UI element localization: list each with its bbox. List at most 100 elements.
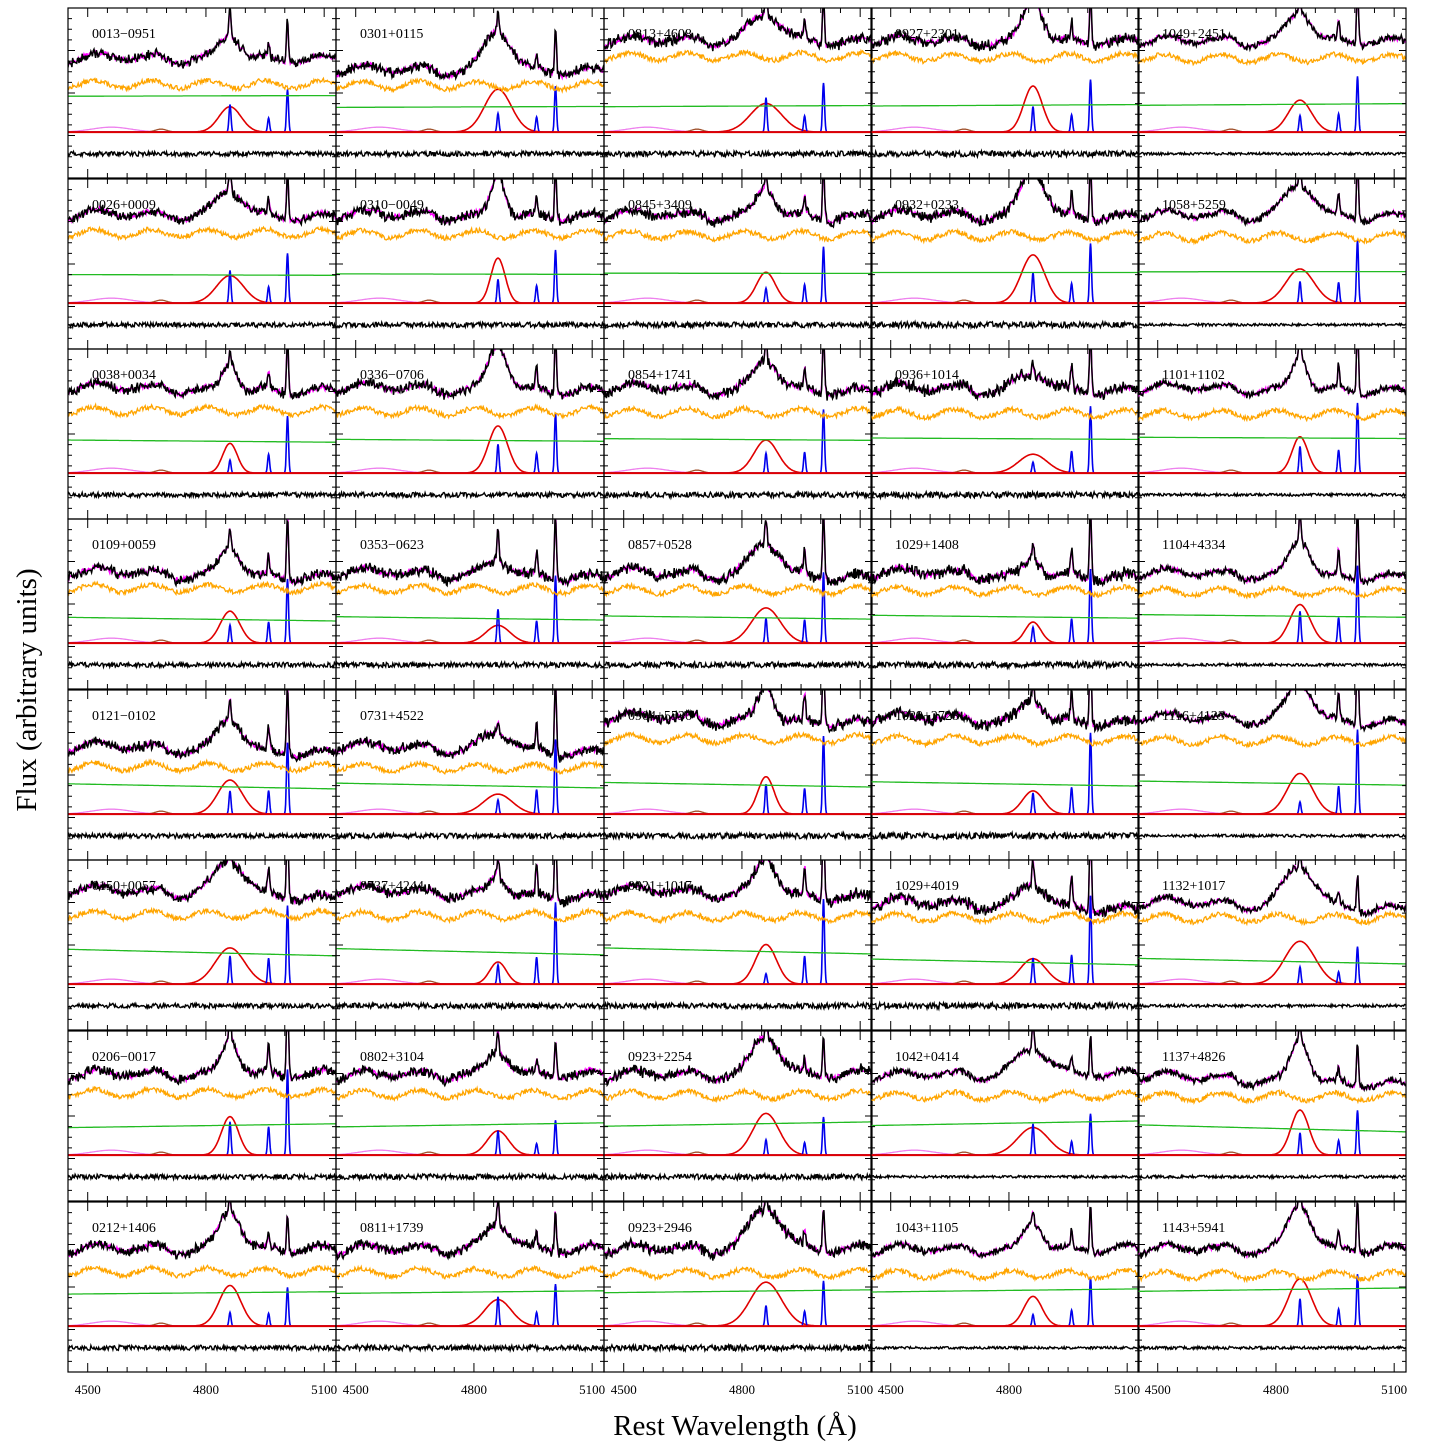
- residuals: [871, 1344, 1139, 1351]
- host-galaxy-component: [604, 1087, 872, 1104]
- broad-hbeta-component: [336, 88, 604, 133]
- broad-hbeta-component: [604, 1281, 872, 1327]
- observed-spectrum: [604, 179, 872, 229]
- panel-label: 0121−0102: [92, 709, 156, 724]
- spectrum-panel: 1137+4826: [1137, 1030, 1407, 1202]
- broad-hbeta-component: [1138, 1109, 1406, 1156]
- observed-spectrum: [1138, 860, 1406, 919]
- host-galaxy-component: [871, 909, 1139, 926]
- panel-label: 0811+1739: [360, 1221, 423, 1236]
- residuals: [871, 659, 1139, 671]
- observed-spectrum: [604, 8, 872, 52]
- power-law-component: [604, 1289, 872, 1294]
- residuals: [68, 489, 336, 500]
- spectrum-panel: 1043+1105: [870, 1201, 1140, 1373]
- residuals: [604, 830, 872, 842]
- broad-hbeta-component: [604, 776, 872, 815]
- spectrum-panel: 0310−0049: [335, 178, 605, 350]
- residuals: [871, 1173, 1139, 1181]
- power-law-component: [336, 782, 604, 789]
- narrow-lines-component: [604, 736, 872, 815]
- power-law-component: [68, 948, 336, 957]
- host-galaxy-component: [604, 1265, 872, 1282]
- x-axis-title: Rest Wavelength (Å): [613, 1410, 857, 1442]
- observed-spectrum: [336, 1202, 604, 1261]
- narrow-lines-component: [68, 742, 336, 815]
- host-galaxy-component: [336, 226, 604, 242]
- host-galaxy-component: [68, 76, 336, 93]
- total-model-fit: [68, 690, 336, 761]
- residuals: [604, 659, 872, 670]
- host-galaxy-component: [871, 731, 1139, 749]
- power-law-component: [604, 615, 872, 620]
- power-law-component: [604, 1121, 872, 1127]
- power-law-component: [604, 947, 872, 955]
- spectrum-panel: 0923+2946: [603, 1201, 873, 1373]
- broad-hbeta-component: [871, 621, 1139, 644]
- power-law-component: [1138, 957, 1406, 965]
- residuals: [68, 831, 336, 841]
- power-law-component: [336, 105, 604, 109]
- residuals: [1138, 661, 1406, 669]
- panel-label: 1042+0414: [895, 1050, 959, 1065]
- panel-label: 0845+3409: [628, 198, 692, 213]
- spectrum-panel: 0932+0233: [870, 178, 1140, 350]
- power-law-component: [336, 1290, 604, 1295]
- power-law-component: [1138, 102, 1406, 106]
- broad-hbeta-component: [604, 1112, 872, 1156]
- host-galaxy-component: [871, 583, 1139, 599]
- host-galaxy-component: [68, 1263, 336, 1280]
- x-tick-label: 4500: [75, 1382, 101, 1397]
- panel-label: 0813+4608: [628, 27, 692, 42]
- panel-label: 1049+2451: [1162, 27, 1226, 42]
- narrow-lines-component: [1138, 1274, 1406, 1327]
- residuals: [604, 1171, 872, 1183]
- residuals: [1138, 321, 1406, 329]
- residuals: [871, 829, 1139, 842]
- narrow-lines-component: [1138, 1110, 1406, 1156]
- spectrum-panel: 0121−0102: [67, 689, 337, 861]
- panel-label: 1058+5259: [1162, 198, 1226, 213]
- observed-spectrum: [604, 1202, 872, 1261]
- spectrum-panel: 1104+4334: [1137, 518, 1407, 690]
- residuals: [871, 489, 1139, 501]
- broad-hbeta-component: [336, 1130, 604, 1156]
- spectrum-panel: 0857+0528: [603, 518, 873, 690]
- x-tick-label: 5100: [1381, 1382, 1407, 1397]
- residuals: [336, 659, 604, 670]
- host-galaxy-component: [1138, 228, 1406, 246]
- observed-spectrum: [871, 860, 1139, 918]
- broad-hbeta-component: [68, 1115, 336, 1156]
- spectrum-panel: 0904+5536: [603, 689, 873, 861]
- observed-spectrum: [1138, 1031, 1406, 1093]
- broad-hbeta-component: [336, 1298, 604, 1327]
- power-law-component: [68, 94, 336, 97]
- spectrum-panel: 1049+2451: [1137, 7, 1407, 179]
- spectrum-panel: 0013−0951: [67, 7, 337, 179]
- power-law-component: [68, 1291, 336, 1295]
- panel-label: 0737+4244: [360, 879, 424, 894]
- host-galaxy-component: [336, 581, 604, 598]
- narrow-lines-component: [871, 895, 1139, 985]
- spectrum-panel: 1029+1408: [870, 518, 1140, 690]
- observed-spectrum: [1138, 519, 1406, 587]
- host-galaxy-component: [871, 227, 1139, 245]
- power-law-component: [68, 273, 336, 276]
- host-galaxy-component: [68, 758, 336, 775]
- broad-hbeta-component: [871, 453, 1139, 474]
- x-tick-label: 5100: [311, 1382, 337, 1397]
- observed-spectrum: [604, 860, 872, 908]
- power-law-component: [871, 781, 1139, 787]
- broad-hbeta-component: [336, 257, 604, 304]
- x-tick-label: 5100: [579, 1382, 605, 1397]
- panel-label: 0109+0059: [92, 538, 156, 553]
- spectrum-panel: 0731+4522: [335, 689, 605, 861]
- panel-label: 1137+4826: [1162, 1050, 1225, 1065]
- panel-label: 0336−0706: [360, 368, 424, 383]
- host-galaxy-component: [336, 1085, 604, 1102]
- host-galaxy-component: [871, 1087, 1139, 1105]
- host-galaxy-component: [1138, 909, 1406, 927]
- observed-spectrum: [68, 519, 336, 588]
- spectrum-panel: 0921+1017: [603, 859, 873, 1031]
- x-tick-label: 4500: [611, 1382, 637, 1397]
